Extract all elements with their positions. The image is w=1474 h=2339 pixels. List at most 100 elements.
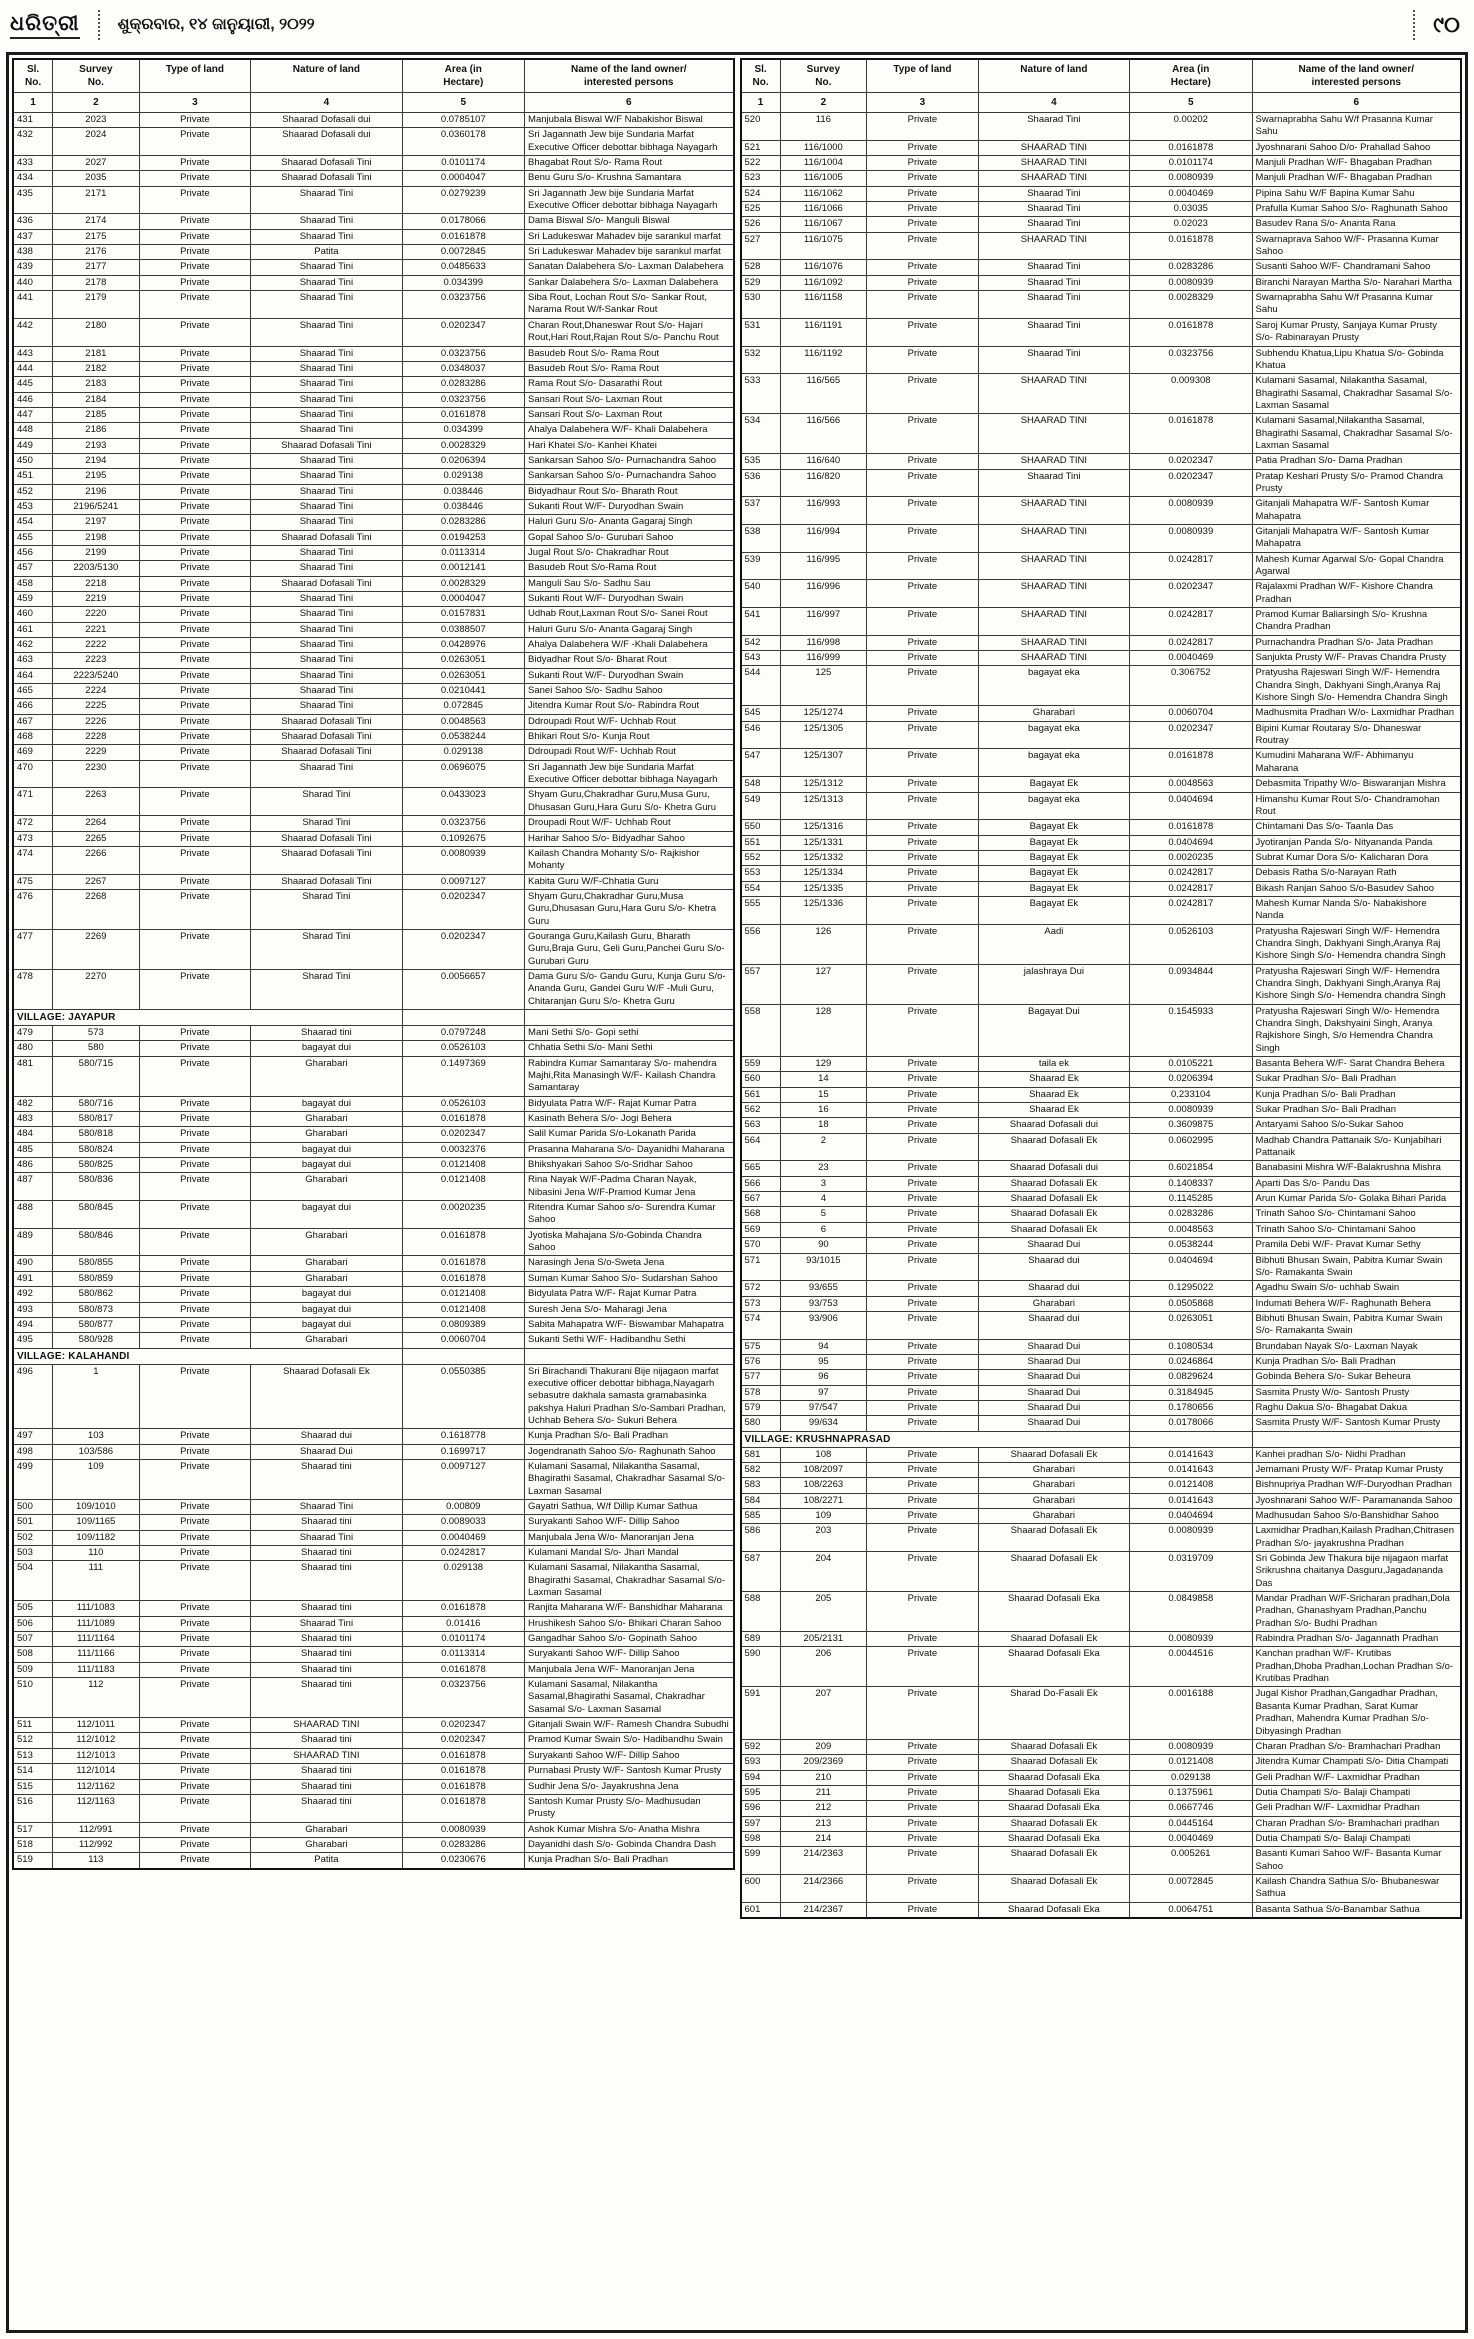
cell-owner: Charan Rout,Dhaneswar Rout S/o- Hajari R… bbox=[524, 317, 734, 347]
cell-area: 0.0101174 bbox=[401, 1631, 526, 1648]
cell-area: 0.0202347 bbox=[1129, 720, 1253, 750]
cell-owner: Raghu Dakua S/o- Bhagabat Dakua bbox=[1251, 1399, 1462, 1417]
cell-sl-no: 569 bbox=[740, 1221, 781, 1239]
table-row: 598 214 Private Shaarad Dofasali Eka 0.00404… bbox=[740, 1830, 1462, 1848]
cell-type-of-land: Private bbox=[866, 607, 979, 636]
cell-sl-no: 601 bbox=[740, 1901, 781, 1919]
cell-nature-of-land: Shaarad Tini bbox=[250, 259, 403, 276]
table-row: 592 209 Private Shaarad Dofasali Ek 0.008093… bbox=[740, 1738, 1462, 1756]
cell-area: 0.0161878 bbox=[401, 1793, 526, 1823]
cell-survey-no: 2265 bbox=[52, 830, 140, 847]
cell-owner: Suryakanti Sahoo W/F- Dillip Sahoo bbox=[524, 1514, 734, 1531]
cell-nature-of-land: bagayat dui bbox=[250, 1095, 403, 1113]
table-row: 493 580/873 Private bagayat dui 0.0121408 Sur… bbox=[12, 1301, 734, 1318]
cell-type-of-land: Private bbox=[866, 216, 979, 233]
cell-nature-of-land: bagayat dui bbox=[250, 1286, 403, 1303]
cell-survey-no: 18 bbox=[779, 1117, 868, 1134]
cell-sl-no: 560 bbox=[740, 1071, 781, 1088]
cell-nature-of-land: Shaarad Tini bbox=[977, 112, 1131, 141]
cell-type-of-land: Private bbox=[138, 111, 252, 129]
cell-nature-of-land: Bagayat Ek bbox=[977, 819, 1131, 836]
cell-area: 0.0040469 bbox=[1129, 185, 1253, 203]
cell-survey-no: 207 bbox=[779, 1686, 868, 1740]
cell-owner: Hrushikesh Sahoo S/o- Bhikari Charan Sah… bbox=[524, 1615, 734, 1633]
cell-type-of-land: Private bbox=[138, 1316, 252, 1334]
cell-area: 0.0283286 bbox=[401, 376, 526, 393]
cell-area: 0.0202347 bbox=[401, 1126, 526, 1143]
cell-survey-no: 2270 bbox=[52, 968, 140, 1010]
cell-survey-no: 1 bbox=[52, 1363, 140, 1430]
cell-type-of-land: Private bbox=[138, 637, 252, 654]
table-row: 486 580/825 Private bagayat dui 0.0121408 Bhi… bbox=[12, 1157, 734, 1174]
cell-type-of-land: Private bbox=[138, 228, 252, 246]
cell-sl-no: 505 bbox=[12, 1600, 54, 1617]
table-row: 558 128 Private Bagayat Dui 0.1545933 Pratyus… bbox=[740, 1003, 1462, 1058]
cell-owner: Patia Pradhan S/o- Dama Pradhan bbox=[1251, 453, 1462, 470]
cell-owner: Basanta Sathua S/o-Banambar Sathua bbox=[1251, 1901, 1462, 1919]
village-label: VILLAGE: JAYAPUR bbox=[12, 1008, 403, 1026]
cell-nature-of-land: Shaarad Tini bbox=[977, 317, 1131, 347]
cell-survey-no: 2268 bbox=[52, 888, 140, 930]
cell-owner: Bidyulata Patra W/F- Rajat Kumar Patra bbox=[524, 1286, 734, 1303]
column-number: 3 bbox=[138, 92, 252, 113]
cell-survey-no: 2263 bbox=[52, 787, 140, 817]
cell-nature-of-land: bagayat eka bbox=[977, 720, 1131, 750]
cell-sl-no: 526 bbox=[740, 216, 781, 233]
cell-owner: Manjuli Pradhan W/F- Bhagaban Pradhan bbox=[1251, 170, 1462, 187]
cell-survey-no: 2176 bbox=[52, 244, 140, 261]
cell-owner: Gitanjali Swain W/F- Ramesh Chandra Subu… bbox=[524, 1717, 734, 1734]
cell-type-of-land: Private bbox=[866, 290, 979, 319]
cell-sl-no: 504 bbox=[12, 1560, 54, 1602]
cell-area: 0.0526103 bbox=[401, 1040, 526, 1057]
header-area: Area (in Hectare) bbox=[1129, 58, 1253, 93]
cell-sl-no: 471 bbox=[12, 787, 54, 817]
cell-survey-no: 2224 bbox=[52, 683, 140, 700]
cell-nature-of-land: Shaarad Tini bbox=[250, 452, 403, 470]
cell-owner: Madhusmita Pradhan W/o- Laxmidhar Pradha… bbox=[1251, 705, 1462, 722]
cell-owner: Rama Rout S/o- Dasarathi Rout bbox=[524, 376, 734, 393]
cell-sl-no: 585 bbox=[740, 1507, 781, 1525]
header-sl-no: Sl. No. bbox=[12, 58, 54, 93]
cell-type-of-land: Private bbox=[866, 849, 979, 867]
cell-type-of-land: Private bbox=[138, 1560, 252, 1602]
cell-area: 0.0161878 bbox=[401, 1270, 526, 1288]
cell-type-of-land: Private bbox=[138, 928, 252, 970]
cell-survey-no: 580/846 bbox=[52, 1227, 140, 1257]
cell-sl-no: 468 bbox=[12, 729, 54, 746]
cell-type-of-land: Private bbox=[866, 1295, 979, 1312]
cell-area: 0.0161878 bbox=[1129, 819, 1253, 836]
cell-area: 0.0157831 bbox=[401, 606, 526, 623]
table-row: 595 211 Private Shaarad Dofasali Eka 0.13759… bbox=[740, 1784, 1462, 1802]
date-line: ଶୁକ୍ରବାର, ୧୪ ଜାନୁୟାରୀ, ୨୦୨୨ bbox=[117, 16, 315, 33]
cell-survey-no: 2178 bbox=[52, 274, 140, 292]
cell-survey-no: 116 bbox=[779, 112, 868, 141]
cell-type-of-land: Private bbox=[138, 1126, 252, 1143]
table-row: 446 2184 Private Shaarad Tini 0.0323756 Sansa… bbox=[12, 391, 734, 408]
cell-area: 0.0242817 bbox=[1129, 607, 1253, 636]
cell-survey-no: 2196 bbox=[52, 483, 140, 500]
cell-owner: Pratyusha Rajeswari Singh W/F- Hemendra … bbox=[1251, 963, 1462, 1005]
cell-survey-no: 2228 bbox=[52, 729, 140, 746]
cell-sl-no: 548 bbox=[740, 776, 781, 793]
cell-owner: Mani Sethi S/o- Gopi sethi bbox=[524, 1024, 734, 1042]
empty-cell bbox=[1251, 1430, 1462, 1448]
cell-nature-of-land: Shaarad tini bbox=[250, 1778, 403, 1795]
table-row: 450 2194 Private Shaarad Tini 0.0206394 Sanka… bbox=[12, 452, 734, 470]
cell-owner: Sri Birachandi Thakurani Bije nijagaon m… bbox=[524, 1363, 734, 1430]
cell-area: 0.038446 bbox=[401, 498, 526, 516]
cell-type-of-land: Private bbox=[138, 498, 252, 516]
table-row: 438 2176 Private Patita 0.0072845 Sri Ladukes… bbox=[12, 244, 734, 261]
cell-nature-of-land: Shaarad Tini bbox=[977, 201, 1131, 218]
cell-area: 0.0113314 bbox=[401, 1646, 526, 1663]
cell-nature-of-land: bagayat dui bbox=[250, 1301, 403, 1318]
cell-area: 0.0242817 bbox=[1129, 895, 1253, 925]
cell-owner: Sri Ladukeswar Mahadev bije sarankul mar… bbox=[524, 244, 734, 261]
table-row: 443 2181 Private Shaarad Tini 0.0323756 Basud… bbox=[12, 345, 734, 362]
cell-type-of-land: Private bbox=[866, 1461, 979, 1479]
cell-sl-no: 463 bbox=[12, 652, 54, 669]
cell-owner: Basanta Behera W/F- Sarat Chandra Behera bbox=[1251, 1056, 1462, 1073]
cell-survey-no: 93/906 bbox=[779, 1310, 868, 1340]
cell-sl-no: 559 bbox=[740, 1056, 781, 1073]
cell-type-of-land: Private bbox=[866, 112, 979, 141]
cell-nature-of-land: SHAARAD TINI bbox=[977, 170, 1131, 187]
